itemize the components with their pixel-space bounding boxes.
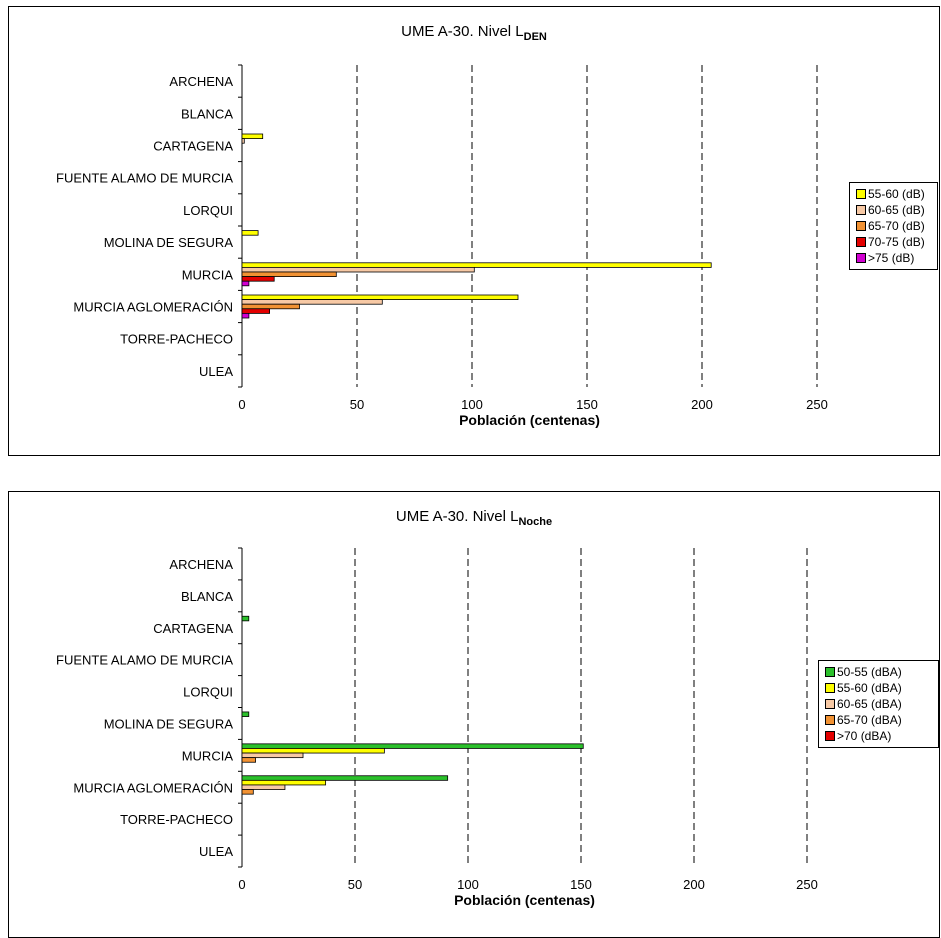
legend-swatch (825, 715, 835, 725)
category-label: CARTAGENA (153, 139, 233, 154)
legend-item: 65-70 (dBA) (825, 712, 936, 728)
legend-item: 55-60 (dBA) (825, 680, 936, 696)
x-tick-label: 100 (457, 877, 479, 892)
x-tick-label: 250 (806, 397, 828, 412)
legend-label: 70-75 (dB) (868, 235, 925, 249)
legend-swatch (856, 189, 866, 199)
bar (241, 757, 256, 763)
legend-swatch (856, 237, 866, 247)
x-tick-label: 150 (570, 877, 592, 892)
legend-item: 50-55 (dBA) (825, 664, 936, 680)
legend: 50-55 (dBA) 55-60 (dBA) 60-65 (dBA) 65-70 (… (818, 660, 939, 748)
chart-title-sub: Noche (518, 516, 553, 528)
legend-label: 55-60 (dBA) (837, 681, 902, 695)
legend-label: 65-70 (dBA) (837, 713, 902, 727)
legend-swatch (825, 667, 835, 677)
bar (241, 303, 300, 310)
chart-title: UME A-30. Nivel LDEN (9, 23, 939, 43)
chart-title-sub: DEN (523, 31, 547, 43)
category-label: ARCHENA (169, 74, 233, 89)
category-label: LORQUI (183, 685, 233, 700)
x-tick-label: 200 (691, 397, 713, 412)
chart-title: UME A-30. Nivel LNoche (9, 508, 939, 528)
bar (241, 789, 254, 795)
category-label: LORQUI (183, 203, 233, 218)
legend-item: 60-65 (dB) (856, 202, 935, 218)
legend: 55-60 (dB) 60-65 (dB) 65-70 (dB) 70-75 (dB)… (849, 182, 938, 270)
bar (241, 280, 250, 287)
plot-area: ARCHENA BLANCA CARTAGENA FUENTE ALAMO DE MU… (56, 64, 828, 412)
legend-swatch (856, 205, 866, 215)
chart-title-main: UME A-30. Nivel L (395, 508, 519, 525)
legend-item: >70 (dBA) (825, 728, 936, 744)
bar (241, 752, 304, 759)
x-axis-label: Población (centenas) (454, 892, 595, 908)
chart-title-main: UME A-30. Nivel L (401, 23, 524, 40)
legend-swatch (856, 221, 866, 231)
legend-item: >75 (dB) (856, 250, 935, 266)
legend-item: 60-65 (dBA) (825, 696, 936, 712)
x-tick-label: 100 (461, 397, 483, 412)
category-label: CARTAGENA (153, 621, 233, 636)
bar (241, 271, 337, 277)
legend-label: 65-70 (dB) (868, 219, 925, 233)
legend-item: 70-75 (dB) (856, 234, 935, 250)
category-label: MOLINA DE SEGURA (104, 235, 234, 250)
bar (241, 743, 584, 749)
category-label: MURCIA (182, 267, 234, 282)
legend-swatch (825, 699, 835, 709)
bar (241, 308, 271, 314)
category-label: BLANCA (181, 106, 233, 121)
category-label: MOLINA DE SEGURA (104, 716, 234, 731)
bar (241, 711, 250, 717)
plot-area: ARCHENA BLANCA CARTAGENA FUENTE ALAMO DE MU… (56, 547, 818, 892)
category-label: FUENTE ALAMO DE MURCIA (56, 171, 233, 186)
category-label: TORRE-PACHECO (120, 332, 233, 347)
legend-label: >75 (dB) (868, 251, 915, 265)
bar (241, 299, 383, 305)
x-tick-label: 50 (350, 397, 364, 412)
legend-label: 50-55 (dBA) (837, 665, 902, 679)
bar (241, 294, 519, 300)
bar (241, 133, 264, 139)
x-tick-label: 250 (796, 877, 818, 892)
x-tick-label: 0 (238, 397, 245, 412)
x-tick-label: 200 (683, 877, 705, 892)
x-axis-label: Población (centenas) (459, 412, 600, 428)
category-label: ULEA (199, 364, 233, 379)
legend-label: 60-65 (dB) (868, 203, 925, 217)
category-label: MURCIA AGLOMERACIÓN (73, 300, 233, 315)
bar (241, 312, 250, 319)
legend-swatch (825, 731, 835, 741)
legend-item: 55-60 (dB) (856, 186, 935, 202)
bar (241, 775, 449, 781)
category-label: MURCIA (182, 748, 234, 763)
chart-lden: UME A-30. Nivel LDEN ARCHENA BLANCA CARTAG… (8, 6, 940, 456)
legend-swatch (825, 683, 835, 693)
x-tick-label: 50 (348, 877, 362, 892)
chart-lnoche: UME A-30. Nivel LNoche ARCHENA BLANCA CART… (8, 491, 940, 938)
legend-label: 60-65 (dBA) (837, 697, 902, 711)
legend-item: 65-70 (dB) (856, 218, 935, 234)
category-label: ULEA (199, 844, 233, 859)
bar (241, 230, 259, 236)
category-label: TORRE-PACHECO (120, 812, 233, 827)
x-tick-label: 150 (576, 397, 598, 412)
category-label: FUENTE ALAMO DE MURCIA (56, 653, 233, 668)
legend-swatch (856, 253, 866, 263)
category-label: ARCHENA (169, 557, 233, 572)
legend-label: 55-60 (dB) (868, 187, 925, 201)
category-label: BLANCA (181, 589, 233, 604)
bar (241, 262, 712, 268)
bar (241, 779, 327, 786)
legend-label: >70 (dBA) (837, 729, 892, 743)
bar (241, 138, 245, 144)
bar (241, 266, 475, 273)
category-label: MURCIA AGLOMERACIÓN (73, 780, 233, 795)
bar (241, 615, 250, 622)
bar (241, 748, 385, 754)
bar (241, 784, 286, 790)
bar (241, 276, 275, 282)
x-tick-label: 0 (238, 877, 245, 892)
